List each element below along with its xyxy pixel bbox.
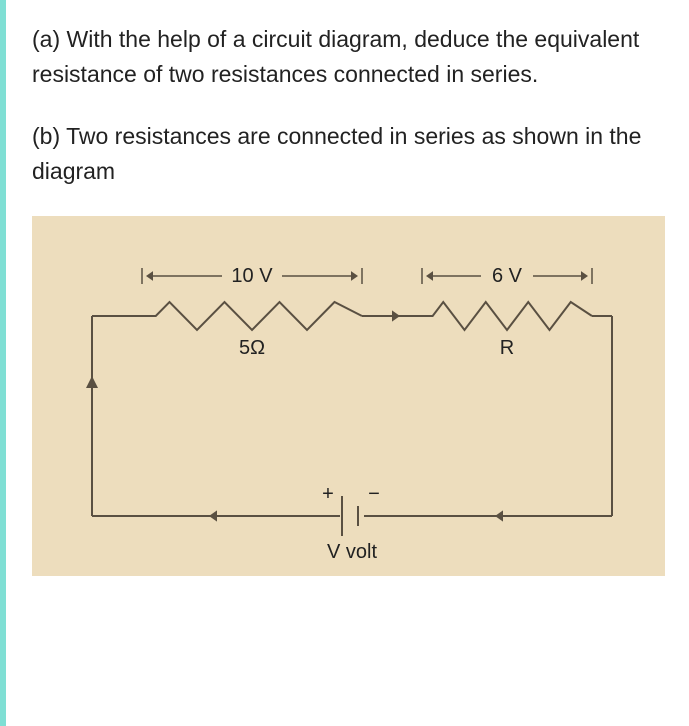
battery-negative-sign: −: [368, 483, 380, 505]
circuit-diagram: 10 V 6 V 5Ω R + − V volt: [52, 246, 652, 566]
current-arrow-bottom-right: [495, 510, 503, 521]
battery-positive-sign: +: [322, 483, 334, 505]
question-part-a: (a) With the help of a circuit diagram, …: [32, 22, 665, 91]
question-part-b: (b) Two resistances are connected in ser…: [32, 119, 665, 188]
resistor-2: [422, 302, 592, 330]
resistor-2-label: R: [500, 337, 514, 359]
current-arrow-left: [86, 376, 98, 388]
voltage-label-2: 6 V: [492, 265, 523, 287]
current-arrow-bottom-left: [209, 510, 217, 521]
resistor-1: [142, 302, 362, 330]
voltage-label-1: 10 V: [231, 265, 273, 287]
circuit-diagram-container: 10 V 6 V 5Ω R + − V volt: [32, 216, 665, 576]
resistor-1-label: 5Ω: [239, 337, 265, 359]
current-arrow-top: [392, 310, 400, 321]
battery-label: V volt: [327, 541, 377, 563]
